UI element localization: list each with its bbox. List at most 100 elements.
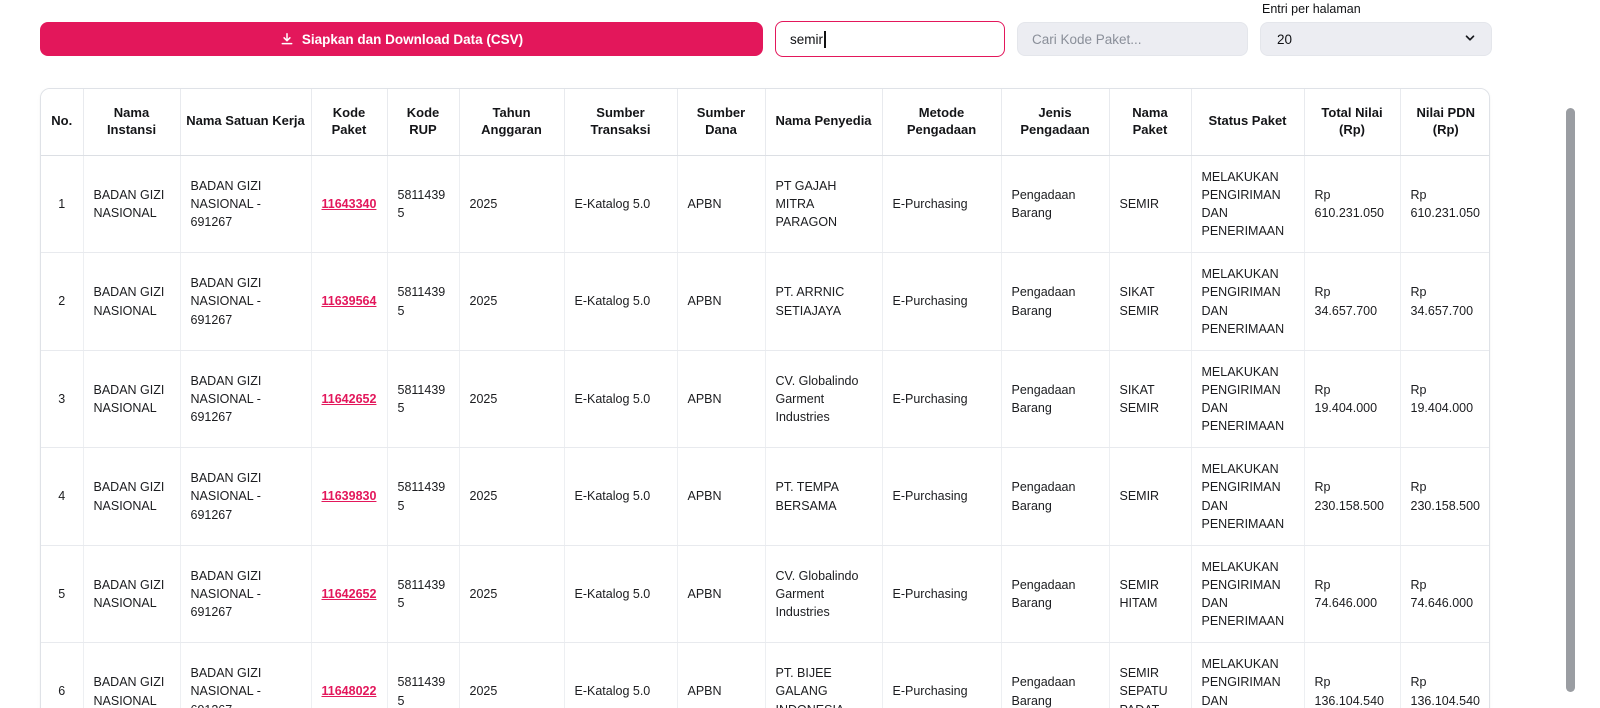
cell-nama_satuan_kerja: BADAN GIZI NASIONAL - 691267: [180, 447, 312, 546]
cell-nilai_pdn: Rp 34.657.700: [1400, 252, 1489, 351]
cell-kode_paket: 11639564: [311, 252, 388, 351]
cell-nama_paket: SEMIR HITAM: [1109, 545, 1192, 644]
chevron-down-icon: [1463, 31, 1477, 48]
kode-paket-link[interactable]: 11643340: [321, 196, 377, 211]
cell-kode_paket: 11639830: [311, 447, 388, 546]
cell-status_paket: MELAKUKAN PENGIRIMAN DAN PENERIMAAN: [1191, 155, 1305, 254]
cell-nama_paket: SEMIR: [1109, 447, 1192, 546]
cell-nama_paket: SIKAT SEMIR: [1109, 252, 1192, 351]
kode-paket-link[interactable]: 11642652: [321, 391, 377, 406]
cell-metode_pengadaan: E-Purchasing: [882, 447, 1002, 546]
cell-no: 4: [41, 447, 84, 546]
cell-kode_rup: 58114395: [387, 252, 460, 351]
cell-no: 2: [41, 252, 84, 351]
cell-nama_instansi: BADAN GIZI NASIONAL: [83, 155, 181, 254]
column-header-nama_paket: Nama Paket: [1109, 89, 1192, 156]
data-table-card: No. Nama Instansi Nama Satuan Kerja Kode Pa…: [40, 88, 1490, 708]
table-header-row: No. Nama Instansi Nama Satuan Kerja Kode Pa…: [41, 89, 1489, 156]
cell-total_nilai: Rp 136.104.540: [1304, 642, 1401, 708]
kode-paket-link[interactable]: 11639564: [321, 294, 377, 309]
vertical-scrollbar-thumb[interactable]: [1566, 108, 1575, 692]
column-header-sumber_dana: Sumber Dana: [677, 89, 766, 156]
cell-nilai_pdn: Rp 74.646.000: [1400, 545, 1489, 644]
cell-kode_rup: 58114395: [387, 642, 460, 708]
entries-per-page-select[interactable]: 20: [1260, 22, 1492, 56]
cell-total_nilai: Rp 19.404.000: [1304, 350, 1401, 449]
cell-tahun_anggaran: 2025: [459, 545, 565, 644]
cell-sumber_transaksi: E-Katalog 5.0: [564, 545, 678, 644]
cell-tahun_anggaran: 2025: [459, 155, 565, 254]
cell-status_paket: MELAKUKAN PENGIRIMAN DAN PENERIMAAN: [1191, 642, 1305, 708]
cell-total_nilai: Rp 610.231.050: [1304, 155, 1401, 254]
table-row: 4 BADAN GIZI NASIONAL BADAN GIZI NASIONAL …: [41, 447, 1489, 546]
cell-metode_pengadaan: E-Purchasing: [882, 545, 1002, 644]
cell-kode_paket: 11643340: [311, 155, 388, 254]
download-icon: [280, 32, 294, 46]
cell-sumber_dana: APBN: [677, 642, 766, 708]
column-header-jenis_pengadaan: Jenis Pengadaan: [1001, 89, 1110, 156]
cell-nama_paket: SEMIR SEPATU PADAT: [1109, 642, 1192, 708]
search-input-value: semir: [790, 31, 823, 47]
cell-nama_satuan_kerja: BADAN GIZI NASIONAL - 691267: [180, 252, 312, 351]
kode-paket-link[interactable]: 11639830: [321, 489, 377, 504]
column-header-kode_rup: Kode RUP: [387, 89, 460, 156]
kode-paket-link[interactable]: 11642652: [321, 586, 377, 601]
cell-jenis_pengadaan: Pengadaan Barang: [1001, 252, 1110, 351]
cell-nama_satuan_kerja: BADAN GIZI NASIONAL - 691267: [180, 350, 312, 449]
column-header-nilai_pdn: Nilai PDN (Rp): [1400, 89, 1489, 156]
cell-jenis_pengadaan: Pengadaan Barang: [1001, 447, 1110, 546]
cell-jenis_pengadaan: Pengadaan Barang: [1001, 155, 1110, 254]
column-header-nama_instansi: Nama Instansi: [83, 89, 181, 156]
table-row: 2 BADAN GIZI NASIONAL BADAN GIZI NASIONAL …: [41, 252, 1489, 351]
cell-nama_instansi: BADAN GIZI NASIONAL: [83, 350, 181, 449]
cell-kode_rup: 58114395: [387, 350, 460, 449]
cell-metode_pengadaan: E-Purchasing: [882, 350, 1002, 449]
cell-tahun_anggaran: 2025: [459, 350, 565, 449]
cell-sumber_dana: APBN: [677, 545, 766, 644]
column-header-tahun_anggaran: Tahun Anggaran: [459, 89, 565, 156]
cell-kode_paket: 11648022: [311, 642, 388, 708]
cell-kode_paket: 11642652: [311, 350, 388, 449]
cell-nama_instansi: BADAN GIZI NASIONAL: [83, 642, 181, 708]
cell-sumber_transaksi: E-Katalog 5.0: [564, 350, 678, 449]
cell-nama_paket: SIKAT SEMIR: [1109, 350, 1192, 449]
cell-tahun_anggaran: 2025: [459, 447, 565, 546]
cell-no: 6: [41, 642, 84, 708]
cell-sumber_dana: APBN: [677, 447, 766, 546]
cell-nama_instansi: BADAN GIZI NASIONAL: [83, 252, 181, 351]
cell-nama_penyedia: CV. Globalindo Garment Industries: [765, 350, 883, 449]
cell-no: 3: [41, 350, 84, 449]
column-header-status_paket: Status Paket: [1191, 89, 1305, 156]
cell-status_paket: MELAKUKAN PENGIRIMAN DAN PENERIMAAN: [1191, 447, 1305, 546]
cell-nama_paket: SEMIR: [1109, 155, 1192, 254]
cell-nama_satuan_kerja: BADAN GIZI NASIONAL - 691267: [180, 642, 312, 708]
cell-kode_rup: 58114395: [387, 155, 460, 254]
download-csv-button[interactable]: Siapkan dan Download Data (CSV): [40, 22, 763, 56]
cell-nama_penyedia: PT. BIJEE GALANG INDONESIA: [765, 642, 883, 708]
table-row: 3 BADAN GIZI NASIONAL BADAN GIZI NASIONAL …: [41, 350, 1489, 449]
cell-status_paket: MELAKUKAN PENGIRIMAN DAN PENERIMAAN: [1191, 350, 1305, 449]
cell-kode_rup: 58114395: [387, 447, 460, 546]
table-row: 1 BADAN GIZI NASIONAL BADAN GIZI NASIONAL …: [41, 155, 1489, 254]
cell-total_nilai: Rp 230.158.500: [1304, 447, 1401, 546]
cell-nama_instansi: BADAN GIZI NASIONAL: [83, 447, 181, 546]
cell-nilai_pdn: Rp 230.158.500: [1400, 447, 1489, 546]
kode-paket-link[interactable]: 11648022: [321, 684, 377, 699]
cell-jenis_pengadaan: Pengadaan Barang: [1001, 350, 1110, 449]
cell-nama_satuan_kerja: BADAN GIZI NASIONAL - 691267: [180, 155, 312, 254]
kode-paket-search-input[interactable]: [1017, 22, 1248, 56]
cell-nama_penyedia: CV. Globalindo Garment Industries: [765, 545, 883, 644]
cell-sumber_transaksi: E-Katalog 5.0: [564, 447, 678, 546]
cell-no: 5: [41, 545, 84, 644]
cell-kode_rup: 58114395: [387, 545, 460, 644]
search-input[interactable]: semir: [775, 21, 1005, 57]
cell-total_nilai: Rp 34.657.700: [1304, 252, 1401, 351]
cell-nama_instansi: BADAN GIZI NASIONAL: [83, 545, 181, 644]
cell-jenis_pengadaan: Pengadaan Barang: [1001, 642, 1110, 708]
cell-nama_penyedia: PT GAJAH MITRA PARAGON: [765, 155, 883, 254]
entries-per-page-label: Entri per halaman: [1262, 2, 1361, 16]
column-header-nama_penyedia: Nama Penyedia: [765, 89, 883, 156]
cell-sumber_transaksi: E-Katalog 5.0: [564, 252, 678, 351]
table-row: 5 BADAN GIZI NASIONAL BADAN GIZI NASIONAL …: [41, 545, 1489, 644]
